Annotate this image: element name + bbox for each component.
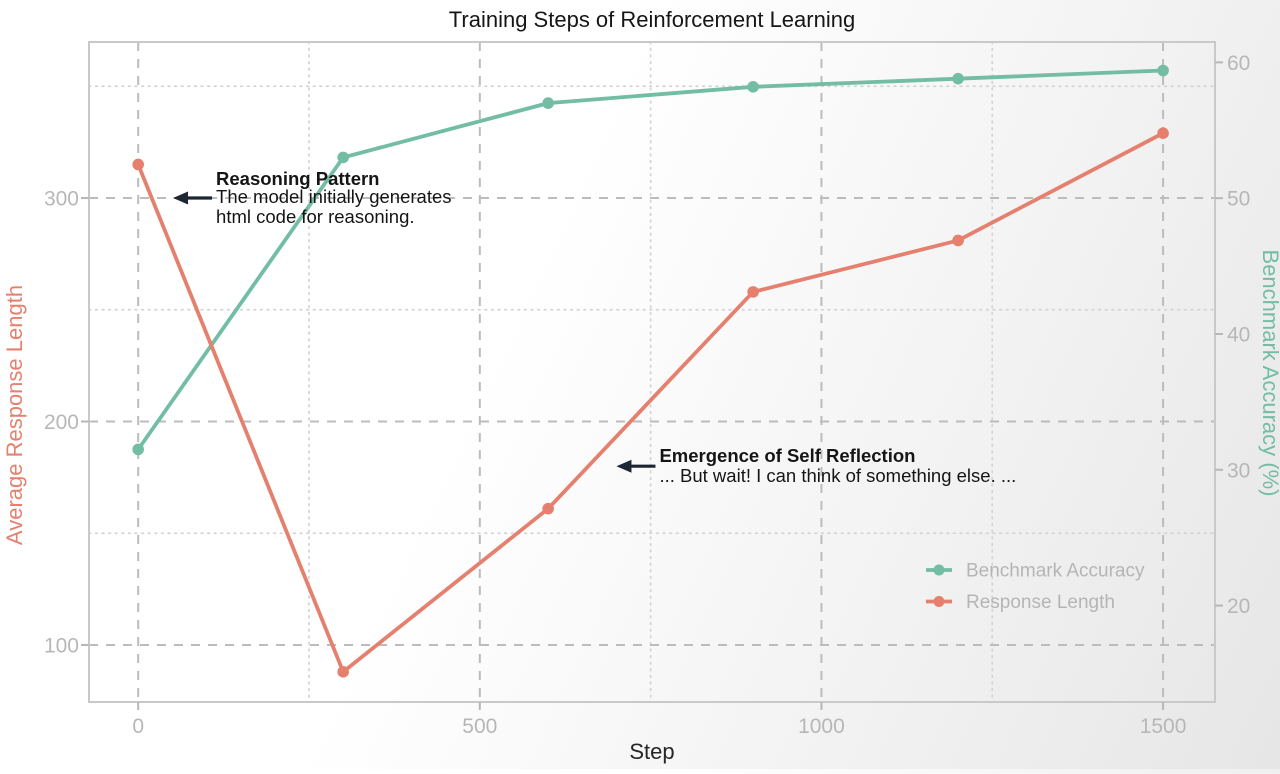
left-y-axis-label: Average Response Length [2, 285, 27, 545]
legend-marker-dot-1 [933, 596, 945, 607]
grid-layer [88, 41, 1216, 703]
x-axis-label: Step [629, 739, 674, 764]
annotation-arrow-head-1 [616, 459, 632, 473]
annotation-title-0: Reasoning Pattern [216, 168, 379, 189]
data-point-response-length-1200 [952, 234, 964, 247]
x-tick-label-500: 500 [462, 715, 497, 738]
data-point-response-length-600 [542, 502, 554, 515]
annotation-body-1-0: ... But wait! I can think of something e… [659, 465, 1016, 486]
legend-label-1: Response Length [966, 592, 1115, 613]
annotation-title-1: Emergence of Self Reflection [659, 445, 915, 466]
annotation-arrow-head-0 [173, 191, 189, 205]
data-point-response-length-0 [132, 158, 144, 171]
left-tick-label-100: 100 [44, 635, 79, 658]
data-point-benchmark-accuracy-1500 [1157, 64, 1169, 77]
legend-marker-dot-0 [933, 564, 945, 576]
right-tick-label-30: 30 [1227, 459, 1250, 482]
data-point-benchmark-accuracy-1200 [952, 72, 964, 85]
data-point-response-length-300 [337, 666, 349, 678]
right-y-axis-label: Benchmark Accuracy (%) [1258, 250, 1280, 497]
data-point-benchmark-accuracy-600 [542, 97, 554, 109]
right-tick-label-50: 50 [1227, 188, 1250, 211]
left-tick-label-200: 200 [44, 411, 79, 434]
right-tick-label-20: 20 [1227, 595, 1250, 618]
plot-panel-border [88, 41, 1216, 703]
data-point-response-length-900 [747, 286, 759, 298]
data-point-benchmark-accuracy-0 [132, 443, 144, 456]
axis-layer: 0 500 1000 1500 100 200 300 20 30 40 50 60 [44, 41, 1250, 738]
right-tick-label-60: 60 [1227, 52, 1250, 75]
series-line-response-length [136, 131, 1165, 674]
x-tick-label-0: 0 [132, 715, 144, 738]
x-tick-label-1000: 1000 [798, 715, 845, 738]
annotation-body-0-0: The model initially generates [216, 186, 451, 207]
x-tick-label-1500: 1500 [1140, 715, 1187, 738]
annotation-body-0-1: html code for reasoning. [216, 206, 414, 227]
data-point-benchmark-accuracy-900 [747, 81, 759, 93]
data-point-response-length-1500 [1157, 127, 1169, 139]
chart-title: Training Steps of Reinforcement Learning [449, 7, 855, 32]
left-tick-label-300: 300 [44, 188, 79, 211]
legend-label-0: Benchmark Accuracy [966, 561, 1145, 582]
legend: Benchmark Accuracy Response Length [926, 561, 1145, 613]
series-layer [132, 64, 1169, 678]
right-tick-label-40: 40 [1227, 323, 1250, 346]
series-line-benchmark-accuracy [136, 68, 1165, 452]
data-point-benchmark-accuracy-300 [337, 151, 349, 164]
